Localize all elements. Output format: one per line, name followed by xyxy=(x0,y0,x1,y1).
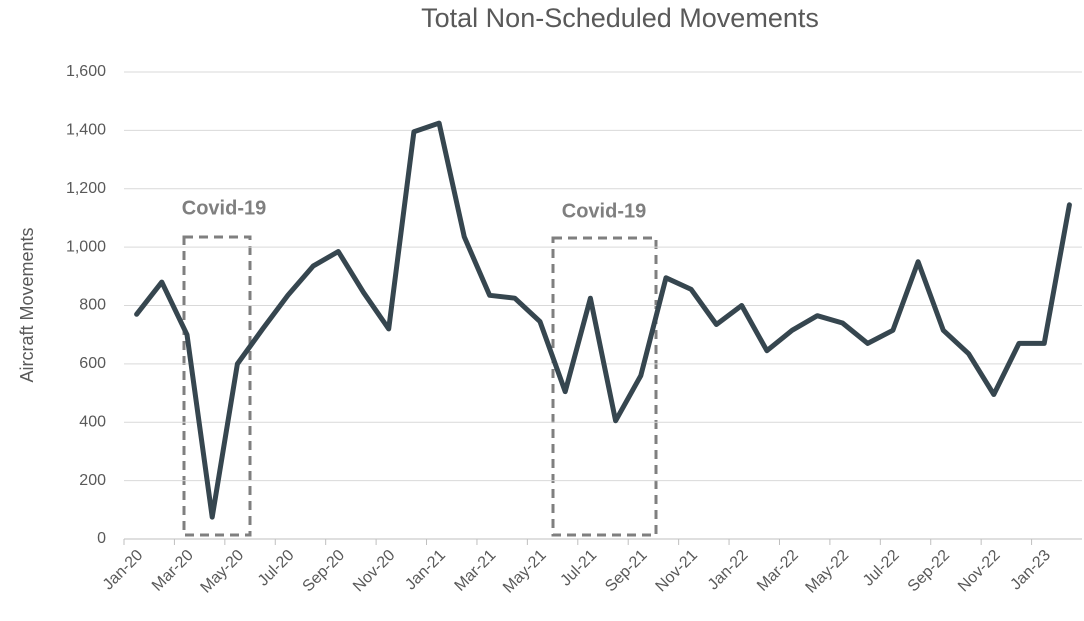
x-tick-label: Nov-22 xyxy=(955,547,1004,596)
x-tick-label: Jan-21 xyxy=(402,547,449,594)
x-tick-label: Jan-23 xyxy=(1007,547,1054,594)
x-tick-label: Jul-21 xyxy=(557,547,600,590)
x-tick-label: Sep-22 xyxy=(905,547,954,596)
x-tick-label: Sep-20 xyxy=(300,547,349,596)
x-tick-label: Jul-20 xyxy=(255,547,298,590)
x-tick-label: Mar-20 xyxy=(149,547,197,595)
y-tick-label: 200 xyxy=(79,472,106,489)
x-tick-label: Mar-22 xyxy=(754,547,802,595)
x-tick-label: Nov-21 xyxy=(653,547,702,596)
x-tick-label: May-22 xyxy=(803,547,853,597)
y-tick-label: 1,600 xyxy=(66,63,106,80)
x-tick-label: Sep-21 xyxy=(602,547,651,596)
covid-box xyxy=(182,235,252,537)
y-tick-label: 400 xyxy=(79,413,106,430)
annotation: Covid-19 xyxy=(562,200,646,222)
x-tick-label: May-21 xyxy=(500,547,550,597)
line-series xyxy=(134,120,1072,520)
y-tick-label: 1,200 xyxy=(66,180,106,197)
x-tick-label: May-20 xyxy=(198,547,248,597)
y-axis-label: Aircraft Movements xyxy=(17,227,37,382)
x-tick-label: Jan-22 xyxy=(705,547,752,594)
y-tick-label: 0 xyxy=(97,530,106,547)
x-tick-label: Mar-21 xyxy=(452,547,500,595)
x-tick-label: Jan-20 xyxy=(100,547,147,594)
chart-title: Total Non-Scheduled Movements xyxy=(421,3,819,33)
x-tick-label: Jul-22 xyxy=(860,547,903,590)
covid-box xyxy=(551,236,658,537)
y-tick-label: 1,400 xyxy=(66,122,106,139)
y-tick-label: 1,000 xyxy=(66,238,106,255)
y-tick-label: 800 xyxy=(79,297,106,314)
x-tick-label: Nov-20 xyxy=(350,547,399,596)
y-tick-label: 600 xyxy=(79,355,106,372)
annotation: Covid-19 xyxy=(182,197,266,219)
